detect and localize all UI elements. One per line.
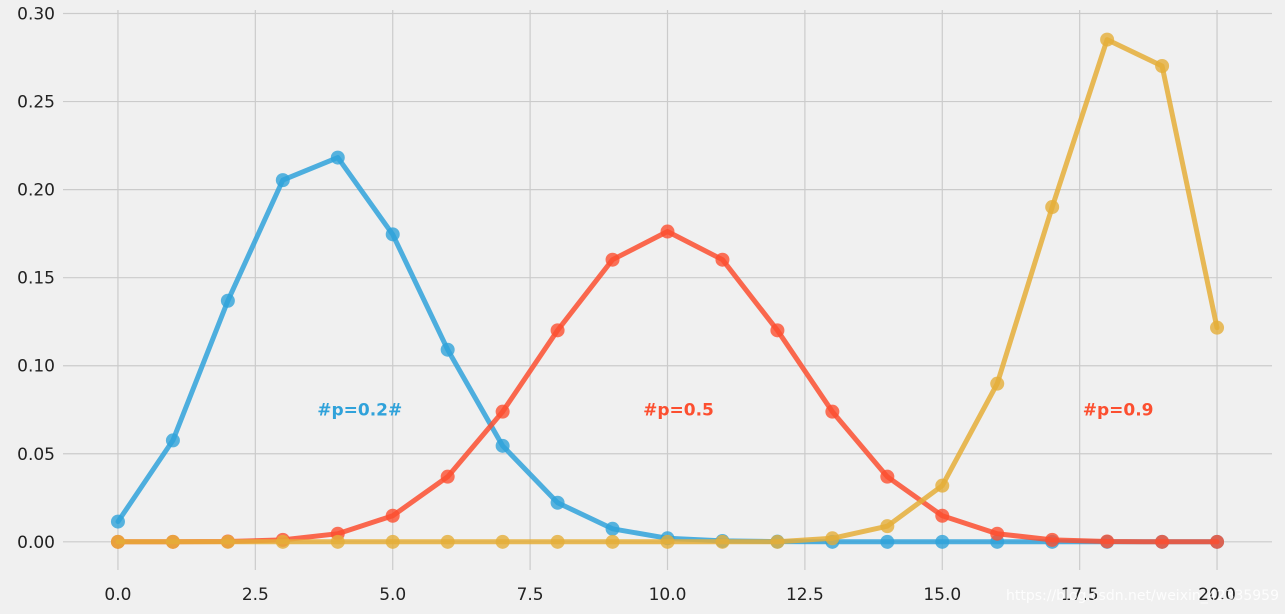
x-tick-label: 7.5 <box>517 585 544 605</box>
data-point <box>1155 59 1170 73</box>
data-point <box>220 293 235 308</box>
x-tick-label: 17.5 <box>1061 585 1099 605</box>
data-point <box>660 534 675 549</box>
data-point <box>275 534 290 549</box>
y-tick-label: 0.25 <box>17 93 55 113</box>
data-point <box>165 534 180 549</box>
y-tick-label: 0.10 <box>17 357 55 377</box>
data-point <box>385 508 400 523</box>
data-point <box>1100 32 1115 47</box>
y-tick-label: 0.20 <box>17 181 55 201</box>
data-point <box>110 514 125 529</box>
data-point <box>165 433 180 448</box>
data-point <box>715 534 730 549</box>
data-point <box>550 323 565 338</box>
y-tick-label: 0.00 <box>17 533 55 553</box>
data-point <box>1155 534 1170 549</box>
data-point <box>440 342 455 357</box>
data-point <box>825 404 840 419</box>
data-point <box>385 534 400 549</box>
data-point <box>495 534 510 549</box>
y-tick-label: 0.05 <box>17 445 55 465</box>
data-point <box>495 438 510 453</box>
y-tick-label: 0.30 <box>17 5 55 25</box>
data-point <box>1045 532 1060 547</box>
x-tick-label: 2.5 <box>242 585 269 605</box>
annotation-label: #p=0.5 <box>643 401 714 421</box>
y-axis-ticks: 0.00 0.05 0.10 0.15 0.20 0.25 0.30 <box>17 5 55 553</box>
x-tick-label: 15.0 <box>923 585 961 605</box>
data-point <box>880 519 895 534</box>
x-tick-label: 10.0 <box>649 585 687 605</box>
data-point <box>605 252 620 267</box>
data-point <box>715 252 730 267</box>
data-point <box>1210 534 1225 549</box>
data-point <box>990 376 1005 391</box>
series-group <box>110 32 1225 549</box>
data-point <box>935 508 950 523</box>
data-point <box>110 534 125 549</box>
x-axis-ticks: 0.0 2.5 5.0 7.5 10.0 12.5 15.0 17.5 20.0 <box>104 585 1236 605</box>
data-point <box>605 521 620 536</box>
watermark: https://blog.csdn.net/weixin_42335959 <box>1005 588 1279 604</box>
data-point <box>1045 200 1060 215</box>
data-point <box>220 534 235 549</box>
x-tick-label: 20.0 <box>1198 585 1236 605</box>
data-point <box>330 150 345 165</box>
data-point <box>440 469 455 484</box>
data-point <box>440 534 455 549</box>
annotations: #p=0.2# #p=0.5 #p=0.9 <box>317 401 1153 421</box>
data-point <box>605 534 620 549</box>
series-2 <box>110 32 1225 549</box>
x-tick-label: 0.0 <box>104 585 131 605</box>
data-point <box>495 404 510 419</box>
x-tick-label: 12.5 <box>786 585 824 605</box>
data-point <box>825 531 840 546</box>
grid <box>63 10 1272 570</box>
data-point <box>385 227 400 242</box>
annotation-label: #p=0.2# <box>317 401 402 421</box>
data-point <box>990 526 1005 541</box>
data-point <box>880 469 895 484</box>
data-point <box>1100 534 1115 549</box>
data-point <box>330 534 345 549</box>
data-point <box>935 478 950 493</box>
data-point <box>880 534 895 549</box>
annotation-label: #p=0.9 <box>1083 401 1154 421</box>
data-point <box>1210 320 1225 335</box>
x-tick-label: 5.0 <box>379 585 406 605</box>
data-point <box>770 323 785 338</box>
data-point <box>660 224 675 239</box>
data-point <box>935 534 950 549</box>
data-point <box>275 173 290 188</box>
y-tick-label: 0.15 <box>17 269 55 289</box>
data-point <box>550 534 565 549</box>
data-point <box>550 495 565 510</box>
data-point <box>770 534 785 549</box>
